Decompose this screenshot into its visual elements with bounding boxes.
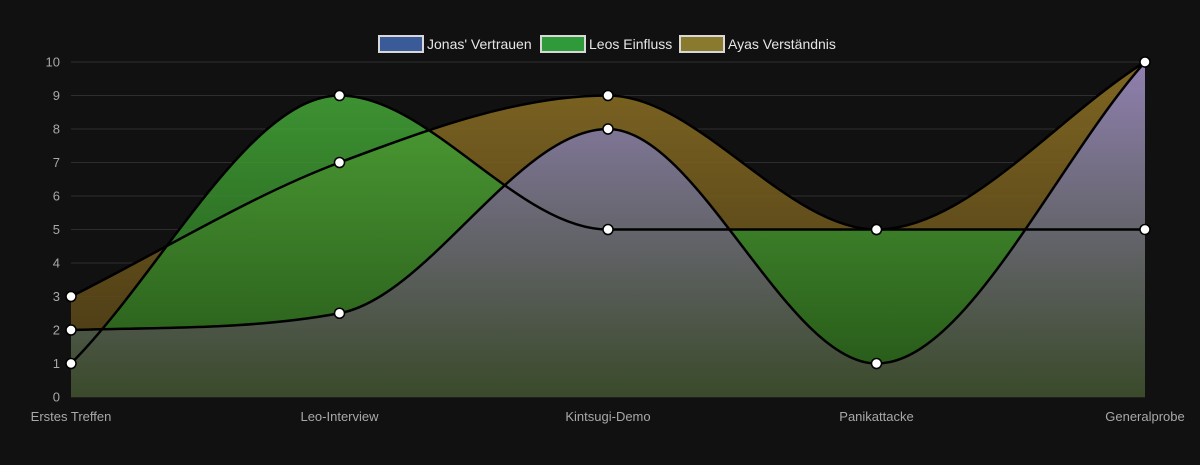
axes: 0 1 2 3 4 5 6 7 8 9 10 Erstes Treffen Leo-Interview K… — [31, 55, 1185, 425]
data-point-leo[interactable] — [602, 223, 614, 236]
legend-label: Ayas Verständnis — [728, 36, 836, 52]
y-tick-label: 2 — [53, 323, 60, 338]
series-lines — [70, 60, 1146, 365]
data-point-aya[interactable] — [602, 89, 614, 102]
x-tick-label: Erstes Treffen — [31, 409, 112, 424]
data-point-aya[interactable] — [870, 223, 883, 236]
legend-label: Jonas' Vertrauen — [427, 36, 532, 52]
data-points — [65, 56, 1151, 370]
legend-swatch — [540, 35, 586, 53]
y-tick-label: 6 — [53, 189, 60, 204]
data-point-aya[interactable] — [1139, 56, 1151, 68]
legend-label: Leos Einfluss — [589, 36, 672, 52]
legend-item-leo[interactable]: Leos Einfluss — [540, 35, 672, 53]
legend-swatch — [378, 35, 424, 53]
y-tick-label: 4 — [53, 256, 60, 271]
legend-swatch — [679, 35, 725, 53]
series-line-leo — [70, 94, 1145, 365]
y-tick-label: 9 — [53, 88, 60, 103]
data-point-jonas[interactable] — [870, 357, 883, 370]
data-point-jonas[interactable] — [602, 123, 614, 135]
series-line-aya — [70, 60, 1146, 298]
series-line-jonas — [70, 61, 1146, 365]
data-point-leo[interactable] — [333, 89, 346, 102]
data-point-aya[interactable] — [65, 290, 77, 303]
data-point-aya[interactable] — [333, 156, 346, 169]
data-point-jonas[interactable] — [333, 307, 346, 319]
y-tick-label: 5 — [53, 222, 60, 237]
y-tick-label: 1 — [53, 356, 60, 371]
data-point-leo[interactable] — [65, 357, 77, 370]
y-tick-label: 8 — [53, 122, 60, 137]
x-tick-label: Kintsugi-Demo — [565, 409, 650, 424]
legend[interactable]: Jonas' Vertrauen Leos Einfluss Ayas Verstä… — [378, 35, 836, 53]
legend-item-jonas[interactable]: Jonas' Vertrauen — [378, 35, 532, 53]
x-tick-label: Panikattacke — [839, 409, 913, 424]
y-tick-label: 7 — [53, 155, 60, 170]
data-point-jonas[interactable] — [65, 324, 77, 336]
y-tick-label: 10 — [46, 55, 60, 70]
legend-item-aya[interactable]: Ayas Verständnis — [679, 35, 836, 53]
data-point-leo[interactable] — [1139, 223, 1151, 236]
x-tick-label: Generalprobe — [1105, 409, 1185, 424]
y-tick-label: 0 — [53, 390, 60, 405]
x-tick-label: Leo-Interview — [300, 409, 379, 424]
y-tick-label: 3 — [53, 289, 60, 304]
